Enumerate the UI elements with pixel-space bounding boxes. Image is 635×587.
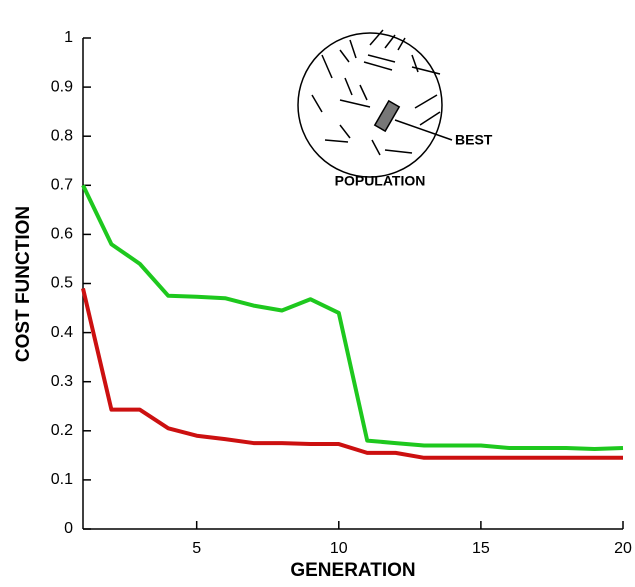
annotation: BEST bbox=[455, 132, 493, 148]
y-tick-label: 1 bbox=[64, 29, 73, 46]
y-tick-label: 0.5 bbox=[51, 275, 73, 292]
y-tick-label: 0.7 bbox=[51, 177, 73, 194]
y-tick-label: 0 bbox=[64, 520, 73, 537]
y-tick-label: 0.4 bbox=[51, 324, 73, 341]
annotation: POPULATION bbox=[335, 173, 426, 189]
chart: BEST POPULATION GENERATION COST FUNCTION… bbox=[0, 0, 635, 582]
inset bbox=[298, 30, 452, 177]
x-tick-label: 15 bbox=[472, 540, 490, 557]
x-axis-label: GENERATION bbox=[290, 560, 415, 581]
y-tick-label: 0.8 bbox=[51, 127, 73, 144]
y-tick-label: 0.1 bbox=[51, 471, 73, 488]
y-tick-label: 0.6 bbox=[51, 226, 73, 243]
y-tick-label: 0.9 bbox=[51, 78, 73, 95]
y-tick-label: 0.2 bbox=[51, 422, 73, 439]
x-tick-label: 5 bbox=[192, 540, 201, 557]
series-line bbox=[83, 185, 623, 449]
x-tick-label: 20 bbox=[614, 540, 632, 557]
y-tick-label: 0.3 bbox=[51, 373, 73, 390]
y-axis-label: COST FUNCTION bbox=[13, 206, 34, 362]
x-tick-label: 10 bbox=[330, 540, 348, 557]
